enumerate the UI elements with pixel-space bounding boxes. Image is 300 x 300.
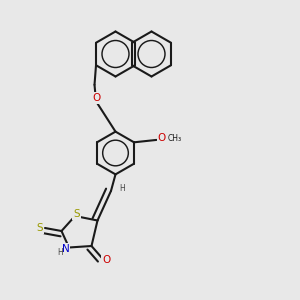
Text: N: N xyxy=(61,244,69,254)
Text: S: S xyxy=(73,208,80,219)
Text: S: S xyxy=(36,223,43,233)
Text: O: O xyxy=(92,93,100,103)
Text: H: H xyxy=(58,248,64,257)
Text: O: O xyxy=(102,255,111,266)
Text: CH₃: CH₃ xyxy=(168,134,182,143)
Text: O: O xyxy=(158,134,166,143)
Text: H: H xyxy=(119,184,125,193)
